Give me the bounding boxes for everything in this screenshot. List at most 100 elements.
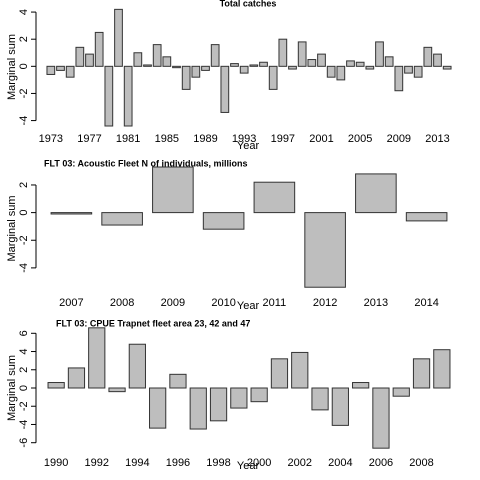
y-tick-label: 2: [18, 367, 30, 373]
x-tick-label: 1985: [155, 133, 179, 145]
bar: [181, 65, 191, 90]
y-tick-label: -4: [18, 420, 30, 430]
x-tick-label: 1981: [116, 133, 140, 145]
x-tick-label: 2004: [328, 457, 352, 469]
bar: [336, 65, 346, 81]
x-tick-label: 2006: [369, 457, 393, 469]
y-tick-label: 2: [18, 36, 30, 42]
x-tick-label: 1973: [39, 133, 63, 145]
bar: [75, 46, 85, 67]
bar: [133, 52, 143, 67]
x-tick-label: 1994: [125, 457, 149, 469]
bar: [433, 349, 451, 389]
bar: [288, 65, 297, 70]
y-tick-label: 2: [18, 182, 30, 188]
bar: [220, 65, 230, 113]
bar: [88, 327, 106, 389]
bar: [108, 387, 126, 393]
x-tick-label: 2007: [59, 297, 83, 309]
bar: [143, 64, 152, 67]
bar: [123, 65, 133, 127]
x-tick-label: 2009: [161, 297, 185, 309]
bar: [201, 65, 210, 71]
bar: [307, 59, 317, 67]
bar: [152, 166, 194, 214]
y-tick-label: -6: [18, 438, 30, 448]
bar: [209, 387, 228, 422]
bar: [56, 65, 65, 71]
y-tick-label: 0: [18, 63, 30, 69]
bar: [162, 56, 172, 67]
bar: [210, 44, 220, 67]
x-tick-label: 2002: [288, 457, 312, 469]
bar: [412, 358, 431, 389]
x-tick-label: 2009: [387, 133, 411, 145]
bar: [278, 38, 288, 67]
bar: [172, 65, 181, 69]
y-tick-label: -4: [18, 263, 30, 273]
x-tick-label: 2008: [409, 457, 433, 469]
y-tick-label: 0: [18, 385, 30, 391]
bar: [384, 56, 394, 67]
y-axis-label: Marginal sum: [6, 195, 18, 261]
bar: [250, 387, 268, 403]
bar: [191, 65, 201, 78]
bar: [304, 212, 346, 288]
bar: [230, 63, 239, 67]
x-axis-label: Year: [237, 140, 260, 152]
bar: [311, 387, 329, 411]
y-tick-label: 0: [18, 210, 30, 216]
chart-title: Total catches: [220, 0, 277, 8]
bar: [239, 65, 249, 74]
chart-title: FLT 03: Acoustic Fleet N of individuals,…: [44, 158, 248, 168]
y-tick-label: -2: [18, 235, 30, 245]
bar: [67, 367, 86, 389]
bar: [268, 65, 278, 90]
x-tick-label: 2014: [414, 297, 438, 309]
bar: [331, 387, 349, 426]
x-tick-label: 2000: [247, 457, 271, 469]
bar: [270, 358, 289, 389]
bar: [46, 65, 56, 75]
bar: [355, 173, 397, 214]
bar: [423, 46, 433, 67]
bar: [405, 212, 448, 222]
x-tick-label: 2013: [364, 297, 388, 309]
y-tick-label: 6: [18, 330, 30, 336]
bar: [375, 41, 384, 67]
x-tick-label: 1977: [77, 133, 101, 145]
x-tick-label: 2005: [348, 133, 372, 145]
x-tick-label: 1992: [85, 457, 109, 469]
bar: [249, 64, 259, 67]
bar: [114, 8, 123, 67]
bar: [104, 65, 114, 127]
x-tick-label: 2001: [309, 133, 333, 145]
x-tick-label: 1997: [271, 133, 295, 145]
x-tick-label: 1998: [206, 457, 230, 469]
bar: [128, 343, 146, 389]
bar: [94, 31, 104, 67]
bar: [317, 53, 326, 67]
bar: [50, 212, 93, 215]
bar: [230, 387, 248, 409]
y-tick-label: 4: [18, 348, 30, 354]
bar: [413, 65, 423, 78]
y-axis-label: Marginal sum: [6, 34, 18, 100]
x-axis-label: Year: [237, 460, 260, 472]
x-tick-label: 2010: [211, 297, 235, 309]
x-tick-label: 2013: [425, 133, 449, 145]
x-tick-label: 1996: [166, 457, 190, 469]
bar: [404, 65, 413, 74]
bar: [101, 212, 143, 226]
bar: [352, 382, 370, 389]
bar: [149, 387, 167, 429]
bar: [392, 387, 410, 397]
bar: [189, 387, 207, 430]
x-tick-label: 1990: [44, 457, 68, 469]
bar: [326, 65, 336, 78]
y-tick-label: -2: [18, 89, 30, 99]
bar: [259, 61, 268, 67]
bar: [152, 44, 162, 67]
bar: [202, 212, 245, 230]
